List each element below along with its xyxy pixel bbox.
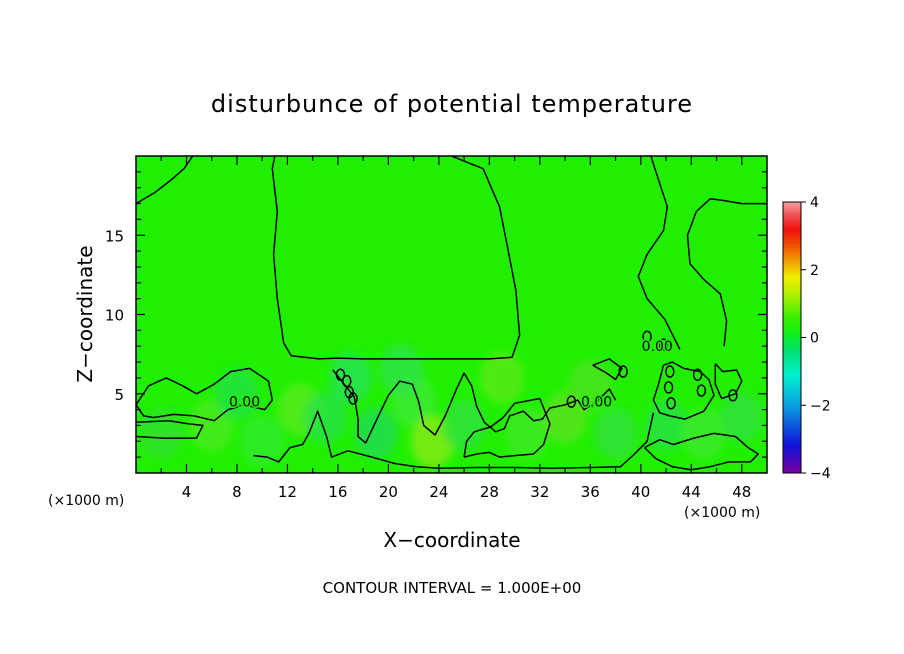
colorbar-tick-label: 4 bbox=[810, 195, 819, 211]
shade-patch bbox=[442, 399, 487, 452]
y-tick-label: 15 bbox=[105, 227, 124, 245]
contour-ring bbox=[335, 368, 346, 381]
contour-line bbox=[714, 363, 743, 400]
y-tick-label: 5 bbox=[114, 386, 124, 404]
shade-patch bbox=[214, 367, 259, 420]
contour-ring bbox=[342, 374, 352, 388]
colorbar-tick-label: 0 bbox=[810, 331, 819, 347]
x-tick-label: 32 bbox=[530, 483, 549, 501]
contour-ring bbox=[658, 338, 669, 351]
contour-ring bbox=[696, 384, 707, 397]
y-tick-label: 10 bbox=[105, 307, 124, 325]
shade-patch bbox=[644, 399, 689, 452]
contour-interval-note: CONTOUR INTERVAL = 1.000E+00 bbox=[323, 579, 582, 597]
contour-line bbox=[686, 198, 767, 347]
colorbar-tick-label: −4 bbox=[810, 466, 831, 482]
contour-line bbox=[253, 410, 655, 469]
contour-label: 0.00 bbox=[229, 395, 260, 411]
chart-title: disturbunce of potential temperature bbox=[211, 90, 693, 118]
contour-line bbox=[463, 397, 551, 458]
y-axis-label: Z−coordinate bbox=[73, 245, 97, 382]
colorbar: 4 2 0 −2 −4 bbox=[782, 195, 831, 482]
field-shading bbox=[139, 343, 764, 468]
contour-line bbox=[637, 156, 681, 350]
x-tick-label: 8 bbox=[232, 483, 242, 501]
contour-label: 0.00 bbox=[581, 395, 612, 411]
colorbar-gradient bbox=[782, 201, 802, 474]
shade-patch bbox=[303, 391, 348, 444]
x-tick-label: 20 bbox=[379, 483, 398, 501]
colorbar-tick-label: 2 bbox=[810, 263, 819, 279]
shade-patch bbox=[353, 407, 398, 460]
shade-patch bbox=[719, 391, 764, 444]
x-axis-ticks bbox=[160, 156, 743, 473]
x-unit-right: (×1000 m) bbox=[684, 505, 760, 521]
contour-ring bbox=[666, 397, 676, 410]
plot-area: 0.00 0.000.00 4 8 12 16 20 24 28 32 36 40 44 48 5101… bbox=[105, 155, 768, 501]
contour-ring bbox=[728, 389, 738, 402]
contour-label: 0.00 bbox=[642, 339, 673, 355]
shade-patch bbox=[568, 359, 613, 412]
contour-ring bbox=[692, 368, 703, 381]
contour-ring bbox=[642, 330, 652, 343]
x-tick-label: 16 bbox=[328, 483, 347, 501]
contour-line bbox=[271, 156, 521, 360]
contour-labels: 0.00 0.00 0.00 bbox=[227, 338, 674, 412]
contour-ring bbox=[618, 365, 628, 378]
contour-line bbox=[136, 367, 274, 422]
x-axis-tick-labels: 4 8 12 16 20 24 28 32 36 40 44 48 bbox=[182, 483, 752, 501]
x-unit-left: (×1000 m) bbox=[48, 493, 124, 509]
shade-patch bbox=[379, 343, 424, 396]
contour-line bbox=[644, 432, 759, 471]
x-tick-label: 36 bbox=[581, 483, 600, 501]
contour-line bbox=[332, 369, 617, 444]
contour-lines bbox=[136, 156, 767, 471]
y-axis-tick-labels: 5 10 15 bbox=[105, 227, 124, 404]
x-axis-label: X−coordinate bbox=[383, 528, 520, 552]
x-tick-label: 44 bbox=[682, 483, 701, 501]
x-tick-label: 24 bbox=[429, 483, 448, 501]
colorbar-tick-label: −2 bbox=[810, 398, 831, 414]
shade-patch bbox=[139, 407, 184, 460]
contour-line bbox=[136, 419, 204, 439]
colorbar-ticks: 4 2 0 −2 −4 bbox=[801, 195, 831, 482]
contour-ring bbox=[348, 392, 358, 405]
y-axis-ticks bbox=[136, 171, 767, 458]
contour-ring bbox=[566, 395, 577, 408]
x-tick-label: 48 bbox=[732, 483, 751, 501]
x-tick-label: 28 bbox=[480, 483, 499, 501]
contour-ring bbox=[663, 381, 674, 394]
contour-line bbox=[652, 361, 715, 420]
shade-patch bbox=[681, 407, 726, 460]
contour-ring bbox=[665, 365, 675, 378]
shade-patch bbox=[240, 415, 285, 468]
x-tick-label: 12 bbox=[278, 483, 297, 501]
shade-patch bbox=[593, 407, 638, 460]
shade-patch bbox=[479, 351, 524, 404]
x-tick-label: 40 bbox=[631, 483, 650, 501]
x-tick-label: 4 bbox=[182, 483, 192, 501]
